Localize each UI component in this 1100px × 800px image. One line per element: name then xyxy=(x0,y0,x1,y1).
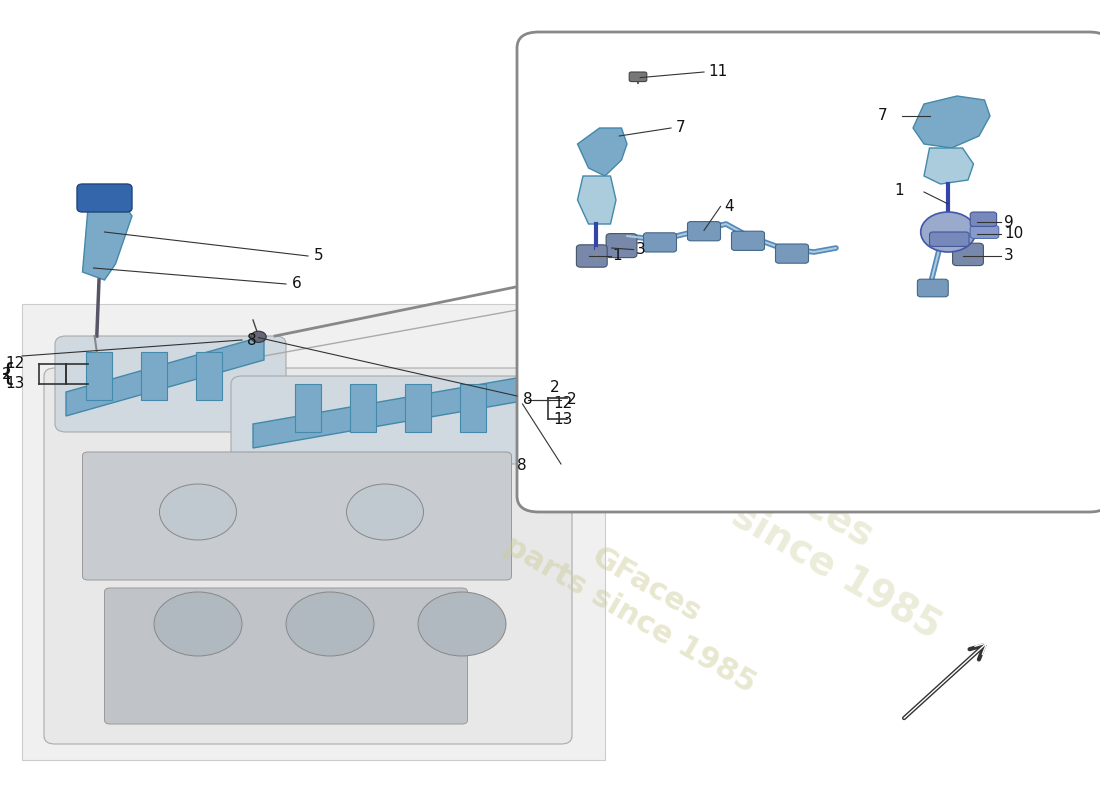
FancyBboxPatch shape xyxy=(576,245,607,267)
Circle shape xyxy=(921,212,976,252)
Polygon shape xyxy=(578,176,616,224)
Polygon shape xyxy=(295,384,321,432)
Text: 4: 4 xyxy=(724,199,734,214)
Text: GFaces
parts since 1985: GFaces parts since 1985 xyxy=(614,394,970,646)
Polygon shape xyxy=(66,336,264,416)
FancyBboxPatch shape xyxy=(231,376,539,464)
FancyBboxPatch shape xyxy=(644,233,676,252)
Polygon shape xyxy=(82,200,132,280)
Polygon shape xyxy=(924,148,974,184)
Text: 2: 2 xyxy=(2,367,12,382)
Text: 5: 5 xyxy=(314,249,323,263)
FancyBboxPatch shape xyxy=(917,279,948,297)
Polygon shape xyxy=(460,384,486,432)
FancyBboxPatch shape xyxy=(953,243,983,266)
Text: 13: 13 xyxy=(553,412,573,426)
Polygon shape xyxy=(86,352,112,400)
FancyBboxPatch shape xyxy=(77,184,132,212)
Text: 11: 11 xyxy=(708,65,728,79)
Text: 12: 12 xyxy=(553,397,572,411)
Polygon shape xyxy=(253,376,528,448)
Text: {: { xyxy=(0,362,15,386)
Circle shape xyxy=(418,592,506,656)
Text: GFaces
parts since 1985: GFaces parts since 1985 xyxy=(498,502,778,698)
FancyBboxPatch shape xyxy=(970,226,999,238)
Text: 10: 10 xyxy=(1004,226,1024,241)
Text: 9: 9 xyxy=(1004,215,1014,230)
Text: 7: 7 xyxy=(675,121,685,135)
Text: 8: 8 xyxy=(248,333,257,347)
FancyBboxPatch shape xyxy=(104,588,467,724)
FancyBboxPatch shape xyxy=(776,244,808,263)
Text: 8: 8 xyxy=(517,458,527,473)
Text: 12: 12 xyxy=(6,357,24,371)
FancyBboxPatch shape xyxy=(970,212,997,226)
FancyBboxPatch shape xyxy=(688,222,720,241)
FancyBboxPatch shape xyxy=(82,452,512,580)
FancyBboxPatch shape xyxy=(44,368,572,744)
Text: 6: 6 xyxy=(292,277,301,291)
Polygon shape xyxy=(196,352,222,400)
Text: 2: 2 xyxy=(566,393,576,407)
Text: 3: 3 xyxy=(1004,249,1014,263)
Text: 1: 1 xyxy=(894,183,904,198)
FancyBboxPatch shape xyxy=(732,231,764,250)
Circle shape xyxy=(160,484,236,540)
FancyBboxPatch shape xyxy=(55,336,286,432)
FancyBboxPatch shape xyxy=(930,232,969,246)
Text: 1: 1 xyxy=(613,249,623,263)
Text: 13: 13 xyxy=(6,377,25,391)
Polygon shape xyxy=(578,128,627,176)
Text: 7: 7 xyxy=(878,109,888,123)
Text: 8: 8 xyxy=(522,393,532,407)
Polygon shape xyxy=(350,384,376,432)
Circle shape xyxy=(346,484,424,540)
Circle shape xyxy=(154,592,242,656)
Polygon shape xyxy=(22,304,605,760)
Polygon shape xyxy=(141,352,167,400)
FancyBboxPatch shape xyxy=(606,234,637,258)
Circle shape xyxy=(251,331,266,342)
Polygon shape xyxy=(405,384,431,432)
Text: 3: 3 xyxy=(636,242,646,257)
Polygon shape xyxy=(913,96,990,148)
FancyBboxPatch shape xyxy=(517,32,1100,512)
Circle shape xyxy=(286,592,374,656)
FancyBboxPatch shape xyxy=(629,72,647,82)
Text: 2: 2 xyxy=(550,381,560,395)
